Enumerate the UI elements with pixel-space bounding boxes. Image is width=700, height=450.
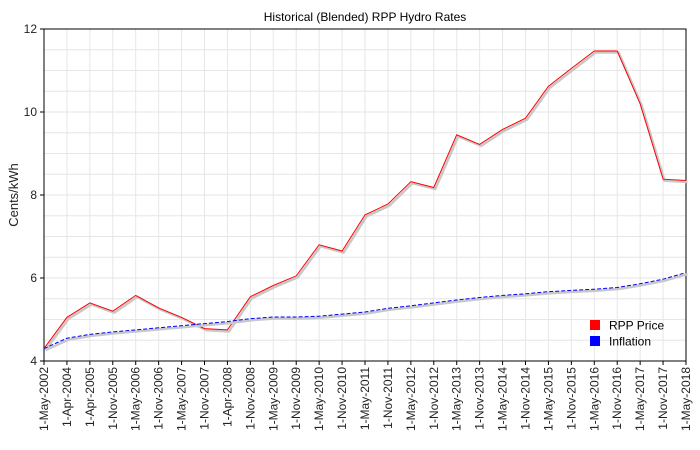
y-tick-label: 8 xyxy=(30,188,37,202)
x-tick-label: 1-Nov-2014 xyxy=(519,367,533,430)
x-tick-label: 1-Nov-2007 xyxy=(198,367,212,430)
x-tick-label: 1-May-2018 xyxy=(679,367,693,431)
series-line-rpp-price xyxy=(43,50,687,349)
x-tick-label: 1-May-2007 xyxy=(175,367,189,431)
x-tick-label: 1-May-2002 xyxy=(37,367,51,431)
chart-title: Historical (Blended) RPP Hydro Rates xyxy=(264,10,467,24)
legend-label: Inflation xyxy=(609,335,651,349)
x-tick-label: 1-Apr-2008 xyxy=(220,367,234,427)
series-line-inflation xyxy=(43,272,687,350)
x-tick-label: 1-May-2010 xyxy=(312,367,326,431)
y-tick-label: 12 xyxy=(24,22,38,36)
y-axis-label: Cents/kWh xyxy=(6,163,21,227)
x-tick-label: 1-May-2012 xyxy=(404,367,418,431)
x-tick-label: 1-May-2015 xyxy=(541,367,555,431)
x-tick-label: 1-Nov-2006 xyxy=(152,367,166,430)
legend: RPP Price Inflation xyxy=(590,319,664,349)
x-tick-label: 1-Nov-2009 xyxy=(289,367,303,430)
x-tick-label: 1-Nov-2012 xyxy=(427,367,441,430)
x-tick-label: 1-Nov-2013 xyxy=(473,367,487,430)
y-tick-label: 10 xyxy=(24,105,38,119)
legend-swatch xyxy=(590,320,600,330)
y-tick-label: 4 xyxy=(30,354,37,368)
x-tick-label: 1-Nov-2015 xyxy=(564,367,578,430)
x-tick-label: 1-Nov-2008 xyxy=(243,367,257,430)
x-tick-label: 1-May-2016 xyxy=(587,367,601,431)
x-tick-label: 1-Nov-2017 xyxy=(656,367,670,430)
series-shadow xyxy=(44,51,688,351)
x-tick-label: 1-Nov-2005 xyxy=(106,367,120,430)
grid-lines xyxy=(44,29,686,361)
x-tick-label: 1-May-2006 xyxy=(129,367,143,431)
x-tick-label: 1-Apr-2005 xyxy=(83,367,97,427)
x-tick-label: 1-Nov-2010 xyxy=(335,367,349,430)
x-tick-label: 1-May-2014 xyxy=(496,367,510,431)
x-tick-label: 1-Apr-2004 xyxy=(60,367,74,427)
y-axis-ticks: 4 6 8 10 12 xyxy=(24,22,44,368)
legend-swatch xyxy=(590,336,600,346)
x-tick-label: 1-Nov-2011 xyxy=(381,367,395,429)
x-tick-label: 1-May-2017 xyxy=(633,367,647,431)
x-tick-label: 1-May-2013 xyxy=(450,367,464,431)
legend-label: RPP Price xyxy=(609,319,664,333)
y-tick-label: 6 xyxy=(30,271,37,285)
x-tick-label: 1-May-2011 xyxy=(358,367,372,430)
x-tick-label: 1-Nov-2016 xyxy=(610,367,624,430)
series-layer xyxy=(43,50,688,352)
x-tick-label: 1-May-2009 xyxy=(266,367,280,431)
x-axis-ticks: 1-May-2002 1-Apr-2004 1-Apr-2005 1-Nov-2005… xyxy=(37,361,693,431)
series-shadow xyxy=(44,272,688,352)
